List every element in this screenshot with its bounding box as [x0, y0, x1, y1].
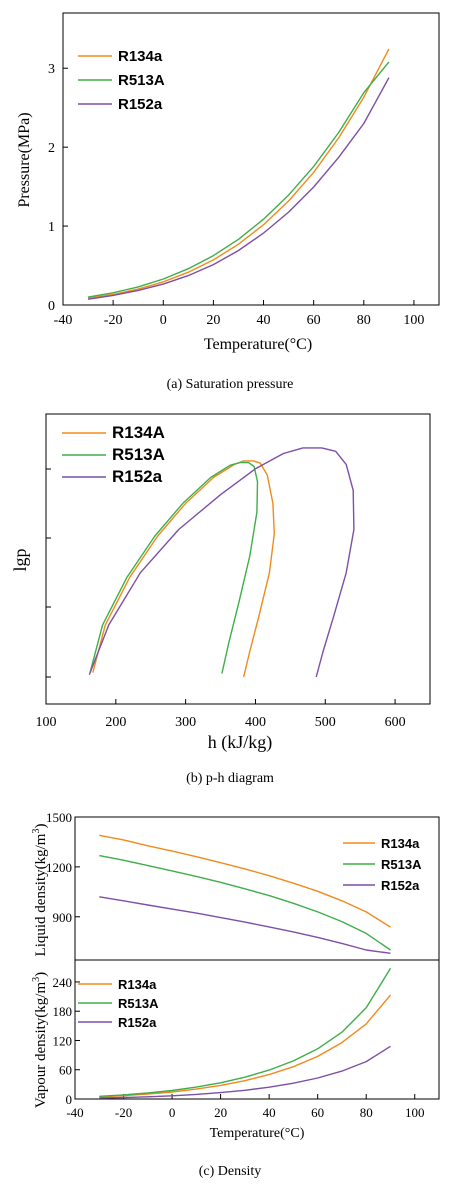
x-tick-labels-c: -40 -20 0 20 40 60 80 100 — [66, 1105, 424, 1120]
x-tick-label-a-80: 80 — [357, 313, 371, 328]
legend-c-bottom-label-r513a: R513A — [118, 996, 159, 1011]
x-tick-label-c-80: 80 — [360, 1105, 373, 1120]
x-tick-label-a-100: 100 — [403, 313, 424, 328]
series-lines-b — [88, 447, 355, 678]
legend-c-top-label-r134a: R134a — [381, 836, 420, 851]
x-tick-label-c-40: -40 — [66, 1105, 83, 1120]
series-lines-c-top — [99, 834, 391, 954]
x-axis-label-a: Temperature(°C) — [204, 336, 312, 353]
plot-frame-c-bottom — [74, 959, 440, 1100]
line-a-r513a — [87, 61, 390, 298]
series-lines-a — [87, 48, 390, 300]
x-axis-label-b: h (kJ/kg) — [208, 732, 273, 753]
x-tick-labels-b: 100 200 300 400 500 600 — [36, 715, 406, 730]
x-tick-label-b-600: 600 — [385, 715, 406, 730]
x-tick-label-c-20: -20 — [115, 1105, 132, 1120]
line-b-r513a — [89, 461, 259, 674]
y-axis-label-b: lgp — [10, 548, 30, 571]
y-tick-labels-a: 0 1 2 3 — [48, 62, 55, 314]
y-tick-label-c-bottom-240: 240 — [53, 975, 73, 990]
x-tick-label-b-300: 300 — [175, 715, 196, 730]
y-tick-label-c-top-1500: 1500 — [46, 810, 72, 825]
tick-marks-c — [74, 816, 416, 1100]
legend-b-label-r513a: R513A — [112, 445, 165, 464]
line-c-bottom-r152a — [99, 1045, 391, 1099]
line-a-r152a — [87, 77, 390, 300]
series-lines-c-bottom — [99, 967, 392, 1099]
y-axis-label-a: Pressure(MPa) — [16, 112, 33, 207]
y-tick-labels-c-top: 900 1200 1500 — [46, 810, 72, 925]
legend-a: R134a R513A R152a — [78, 48, 165, 113]
line-c-top-r134a — [99, 834, 391, 928]
x-tick-label-a-20: 20 — [206, 313, 220, 328]
x-tick-label-c-20: 20 — [214, 1105, 227, 1120]
legend-c-top-label-r152a: R152a — [381, 878, 420, 893]
y-tick-label-c-bottom-120: 120 — [53, 1033, 73, 1048]
x-tick-label-a-40: -40 — [54, 313, 73, 328]
y-tick-label-c-bottom-180: 180 — [53, 1004, 73, 1019]
y-tick-label-c-bottom-60: 60 — [59, 1063, 72, 1078]
legend-c-top-label-r513a: R513A — [381, 857, 422, 872]
line-c-top-r152a — [99, 896, 391, 954]
x-tick-label-b-400: 400 — [245, 715, 266, 730]
x-axis-label-c: Temperature(°C) — [210, 1126, 305, 1141]
line-b-r152a — [88, 447, 355, 678]
x-tick-label-c-0: 0 — [169, 1105, 176, 1120]
panel-b-ph-diagram: 100 200 300 400 500 600 h (kJ/kg) lgp R134A R5… — [10, 413, 431, 786]
x-tick-label-a-0: 0 — [160, 313, 167, 328]
x-tick-label-c-60: 60 — [311, 1105, 324, 1120]
y-tick-label-a-0: 0 — [48, 299, 55, 314]
plot-frame-a — [62, 12, 440, 306]
legend-c-bottom-label-r152a: R152a — [118, 1015, 157, 1030]
tick-marks-b — [45, 468, 396, 704]
x-tick-label-a-40: 40 — [257, 313, 271, 328]
x-tick-label-b-100: 100 — [36, 715, 57, 730]
legend-b-label-r152a: R152a — [112, 467, 163, 486]
caption-a: (a) Saturation pressure — [167, 377, 294, 392]
legend-b-label-r134a: R134A — [112, 423, 165, 442]
x-tick-labels-a: -40 -20 0 20 40 60 80 100 — [54, 313, 425, 328]
line-c-bottom-r134a — [99, 994, 392, 1098]
caption-c: (c) Density — [199, 1164, 262, 1179]
x-tick-label-a-60: 60 — [307, 313, 321, 328]
y-tick-label-c-bottom-0: 0 — [66, 1092, 73, 1107]
tick-marks-a — [62, 67, 415, 306]
caption-b: (b) p-h diagram — [186, 771, 274, 786]
legend-c-bottom-label-r134a: R134a — [118, 977, 157, 992]
y-tick-labels-c-bottom: 0 60 120 180 240 — [53, 975, 73, 1107]
line-c-top-r513a — [99, 854, 391, 951]
y-tick-label-a-1: 1 — [48, 220, 55, 235]
y-axis-label-c-bottom: Vapour density(kg/m3) — [31, 972, 49, 1108]
panel-c-density: 900 1200 1500 0 60 120 180 240 -40 -20 0 20 40 60 80… — [31, 810, 440, 1179]
y-axis-label-c-top: Liquid density(kg/m3) — [31, 824, 49, 957]
legend-b: R134A R513A R152a — [62, 423, 165, 486]
line-b-r134a — [92, 460, 275, 678]
legend-a-label-r134a: R134a — [118, 48, 163, 65]
line-a-r134a — [87, 48, 390, 299]
x-tick-label-c-40: 40 — [263, 1105, 276, 1120]
y-tick-label-c-top-1200: 1200 — [46, 860, 72, 875]
legend-a-label-r513a: R513A — [118, 72, 165, 89]
legend-a-label-r152a: R152a — [118, 96, 163, 113]
x-tick-label-a-20: -20 — [104, 313, 123, 328]
y-tick-label-a-3: 3 — [48, 62, 55, 77]
y-tick-label-c-top-900: 900 — [53, 910, 73, 925]
x-tick-label-b-200: 200 — [105, 715, 126, 730]
y-tick-label-a-2: 2 — [48, 141, 55, 156]
legend-c-bottom: R134a R513A R152a — [78, 977, 159, 1030]
x-tick-label-c-100: 100 — [405, 1105, 425, 1120]
legend-c-top: R134a R513A R152a — [343, 836, 422, 893]
x-tick-label-b-500: 500 — [315, 715, 336, 730]
line-c-bottom-r513a — [99, 967, 392, 1097]
plot-frame-b — [45, 413, 431, 705]
